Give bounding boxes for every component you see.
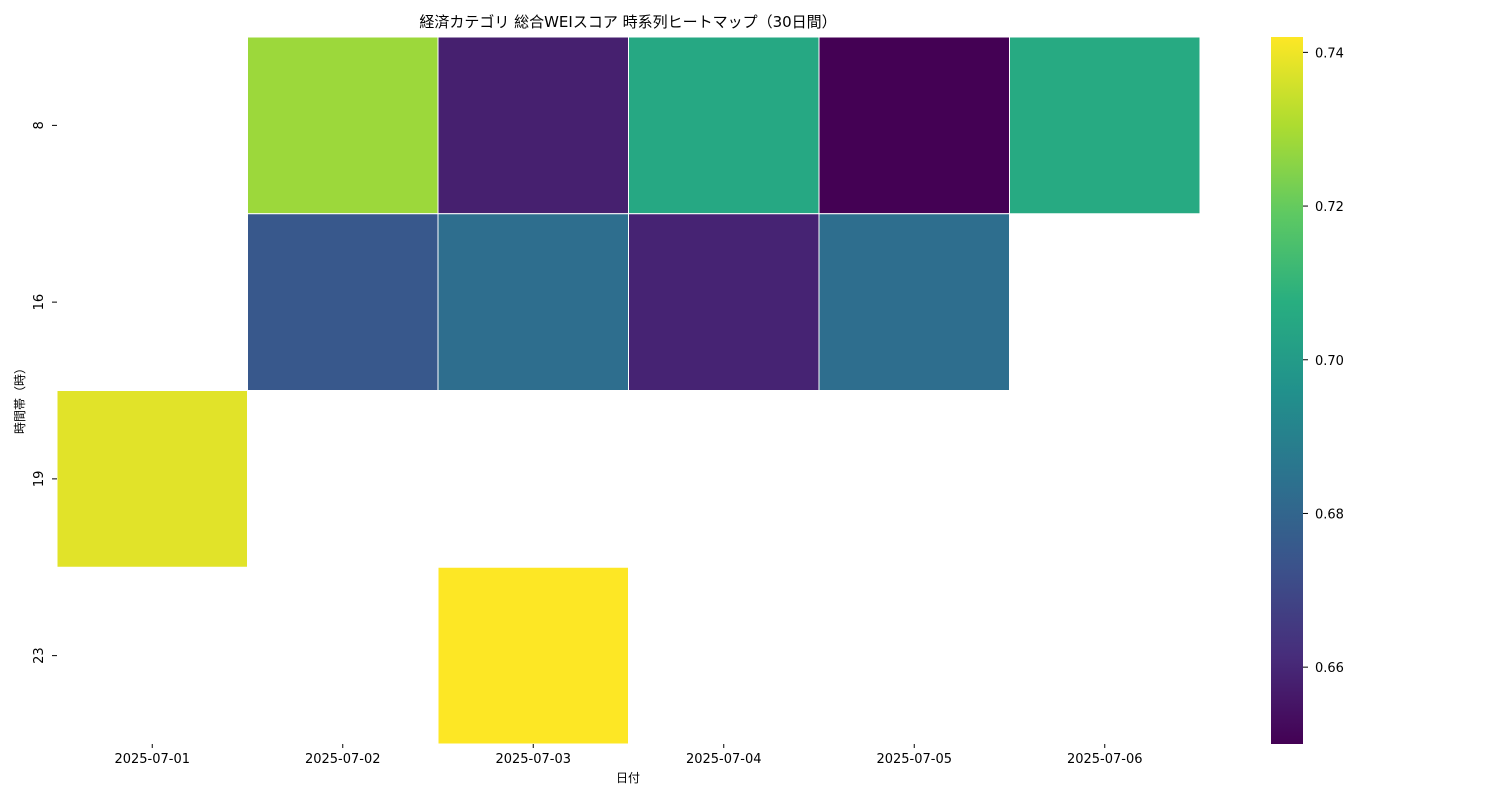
colorbar-tick-label: 0.70: [1315, 354, 1344, 369]
heatmap-cell: [628, 213, 820, 391]
heatmap-cell: [437, 36, 629, 215]
x-tick-label: 2025-07-05: [876, 752, 952, 767]
heatmap-cell: [56, 390, 248, 568]
y-axis-label: 時間帯（時）: [13, 362, 27, 434]
heatmap-cell: [437, 213, 629, 391]
heatmap-cell: [247, 213, 439, 391]
y-tick-label: 8: [32, 121, 47, 129]
colorbar: [1271, 37, 1303, 744]
x-tick-label: 2025-07-03: [495, 752, 571, 767]
heatmap-cell: [1009, 36, 1201, 215]
y-axis-ticks: 8 16 19 23: [32, 121, 57, 664]
chart-title: 経済カテゴリ 総合WEIスコア 時系列ヒートマップ（30日間）: [419, 13, 836, 31]
y-tick-label: 16: [32, 294, 47, 311]
x-axis-ticks: 2025-07-01 2025-07-02 2025-07-03 2025-07-04…: [114, 744, 1143, 767]
colorbar-tick-label: 0.66: [1315, 661, 1344, 676]
x-tick-label: 2025-07-06: [1067, 752, 1143, 767]
heatmap-cell: [437, 566, 629, 745]
heatmap-cell: [818, 213, 1010, 391]
x-tick-label: 2025-07-02: [305, 752, 381, 767]
heatmap-cells: [56, 36, 1201, 745]
y-tick-label: 23: [32, 647, 47, 664]
heatmap-cell: [818, 36, 1010, 215]
y-tick-label: 19: [32, 471, 47, 488]
heatmap-cell: [628, 36, 820, 215]
colorbar-ticks: 0.66 0.68 0.70 0.72 0.74: [1303, 46, 1344, 676]
colorbar-tick-label: 0.72: [1315, 200, 1344, 215]
x-tick-label: 2025-07-04: [686, 752, 762, 767]
heatmap-cell: [247, 36, 439, 215]
colorbar-tick-label: 0.74: [1315, 46, 1344, 61]
x-axis-label: 日付: [616, 771, 640, 785]
x-tick-label: 2025-07-01: [114, 752, 190, 767]
colorbar-tick-label: 0.68: [1315, 507, 1344, 522]
